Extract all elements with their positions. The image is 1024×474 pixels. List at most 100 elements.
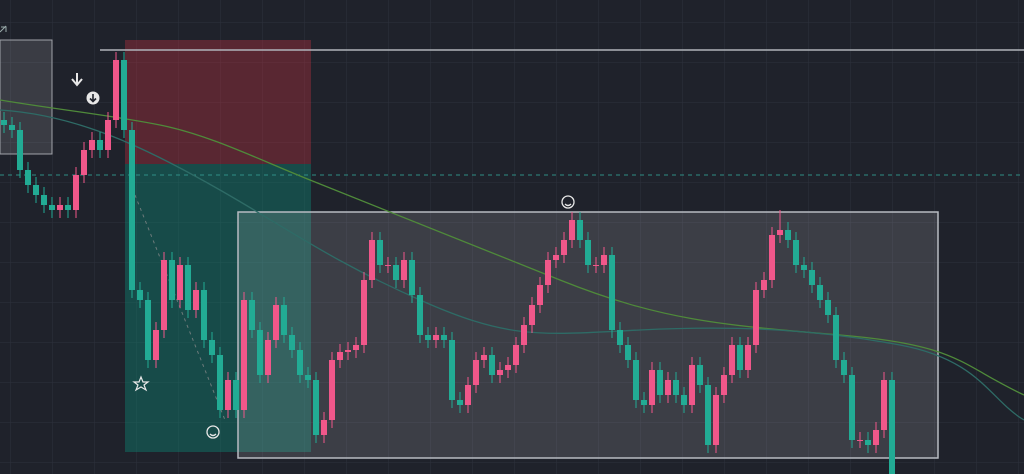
arrow-icon <box>71 73 83 87</box>
candle-body <box>353 345 359 350</box>
candle-body <box>497 370 503 375</box>
candle-body <box>185 265 191 310</box>
candle-body <box>97 140 103 150</box>
candle-body <box>161 260 167 330</box>
candle-body <box>401 260 407 280</box>
candle-body <box>665 380 671 395</box>
candle-body <box>313 380 319 435</box>
candle-body <box>777 230 783 235</box>
candle-body <box>633 360 639 400</box>
candle-body <box>785 230 791 240</box>
candle-body <box>265 340 271 375</box>
corner-icon <box>0 25 7 33</box>
candle-body <box>865 440 871 445</box>
candle-body <box>761 280 767 290</box>
candle-body <box>481 355 487 360</box>
candle-body <box>625 345 631 360</box>
candle-body <box>137 290 143 300</box>
candle-body <box>57 205 63 210</box>
candle-body <box>121 60 127 130</box>
moving-average <box>0 99 1024 396</box>
candle-body <box>1 120 7 125</box>
candle-body <box>273 305 279 340</box>
candle-body <box>689 365 695 405</box>
candle-body <box>617 330 623 345</box>
candle-body <box>321 420 327 435</box>
candle-body <box>769 235 775 280</box>
candle-body <box>441 335 447 340</box>
candle-body <box>537 285 543 305</box>
candle-body <box>833 315 839 360</box>
candle-body <box>257 330 263 375</box>
candle-body <box>369 240 375 280</box>
candle-body <box>385 265 391 266</box>
candle-body <box>753 290 759 345</box>
candle-body <box>113 60 119 120</box>
candle-body <box>505 365 511 370</box>
candle-body <box>809 270 815 285</box>
candle-body <box>377 240 383 265</box>
candle-body <box>329 360 335 420</box>
candle-body <box>289 335 295 350</box>
candle-body <box>249 300 255 330</box>
candle-body <box>129 130 135 290</box>
candle-body <box>49 205 55 210</box>
candle-body <box>713 395 719 445</box>
candle-body <box>177 265 183 300</box>
candle-body <box>817 285 823 300</box>
candle-body <box>449 340 455 400</box>
candle-body <box>889 380 895 474</box>
candle-body <box>529 305 535 325</box>
arrow-badge <box>86 91 100 105</box>
candle-body <box>281 305 287 335</box>
candle-body <box>841 360 847 375</box>
candle-body <box>577 220 583 240</box>
candle-body <box>673 380 679 395</box>
candle-body <box>593 265 599 266</box>
candle-body <box>521 325 527 345</box>
candle-body <box>545 260 551 285</box>
candle-body <box>601 255 607 265</box>
candle-body <box>561 240 567 255</box>
candle-body <box>793 240 799 265</box>
candle-body <box>553 255 559 260</box>
candle-body <box>17 130 23 170</box>
candle-body <box>409 260 415 295</box>
candle-body <box>473 360 479 385</box>
candle-body <box>41 195 47 205</box>
candle-body <box>745 345 751 370</box>
candle-body <box>233 380 239 410</box>
candle-body <box>737 345 743 370</box>
candle-body <box>681 395 687 405</box>
candle-body <box>337 352 343 360</box>
candles <box>1 52 895 474</box>
candle-body <box>569 220 575 240</box>
candle-body <box>201 290 207 340</box>
candle-body <box>857 440 863 441</box>
candle-body <box>225 380 231 410</box>
candle-body <box>881 380 887 430</box>
candle-body <box>9 125 15 130</box>
candle-body <box>105 120 111 150</box>
candle-body <box>145 300 151 360</box>
candle-body <box>25 170 31 185</box>
candle-body <box>465 385 471 405</box>
candle-body <box>873 430 879 445</box>
candle-body <box>241 300 247 410</box>
candle-body <box>801 265 807 270</box>
candle-body <box>33 185 39 195</box>
star-icon <box>132 375 150 392</box>
candle-body <box>489 355 495 375</box>
candle-body <box>193 290 199 310</box>
candle-body <box>649 370 655 405</box>
candle-body <box>361 280 367 345</box>
candle-body <box>305 375 311 380</box>
candle-body <box>153 330 159 360</box>
candle-body <box>585 240 591 265</box>
candle-body <box>729 345 735 375</box>
range-box <box>0 39 53 155</box>
candle-body <box>849 375 855 440</box>
candle-body <box>513 345 519 365</box>
